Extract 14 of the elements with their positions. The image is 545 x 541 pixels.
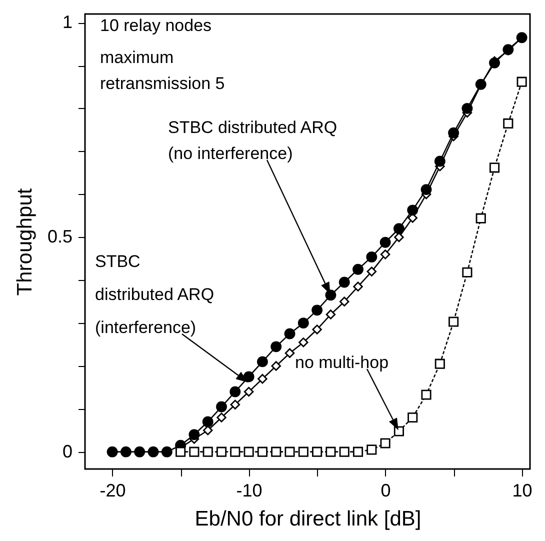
x-axis-title: Eb/N0 for direct link [dB] (194, 508, 422, 530)
y-tick-label: 0.5 (47, 226, 72, 247)
annotation: no multi-hop (295, 353, 389, 372)
x-tick-label: -20 (100, 480, 126, 500)
annotation: 10 relay nodes (100, 16, 212, 35)
x-tick-label: 0 (380, 480, 391, 500)
x-tick-label: 10 (512, 480, 532, 500)
y-tick-label: 0 (62, 441, 72, 462)
y-tick-label: 1 (62, 12, 72, 32)
x-tick-label: -10 (236, 480, 262, 500)
annotation: maximum retransmission 5 (100, 48, 225, 93)
annotation: STBC distributed ARQ (interference) (95, 252, 214, 337)
annotation: STBC distributed ARQ (no interference) (168, 118, 338, 163)
y-axis-title: Throughput (13, 188, 36, 296)
